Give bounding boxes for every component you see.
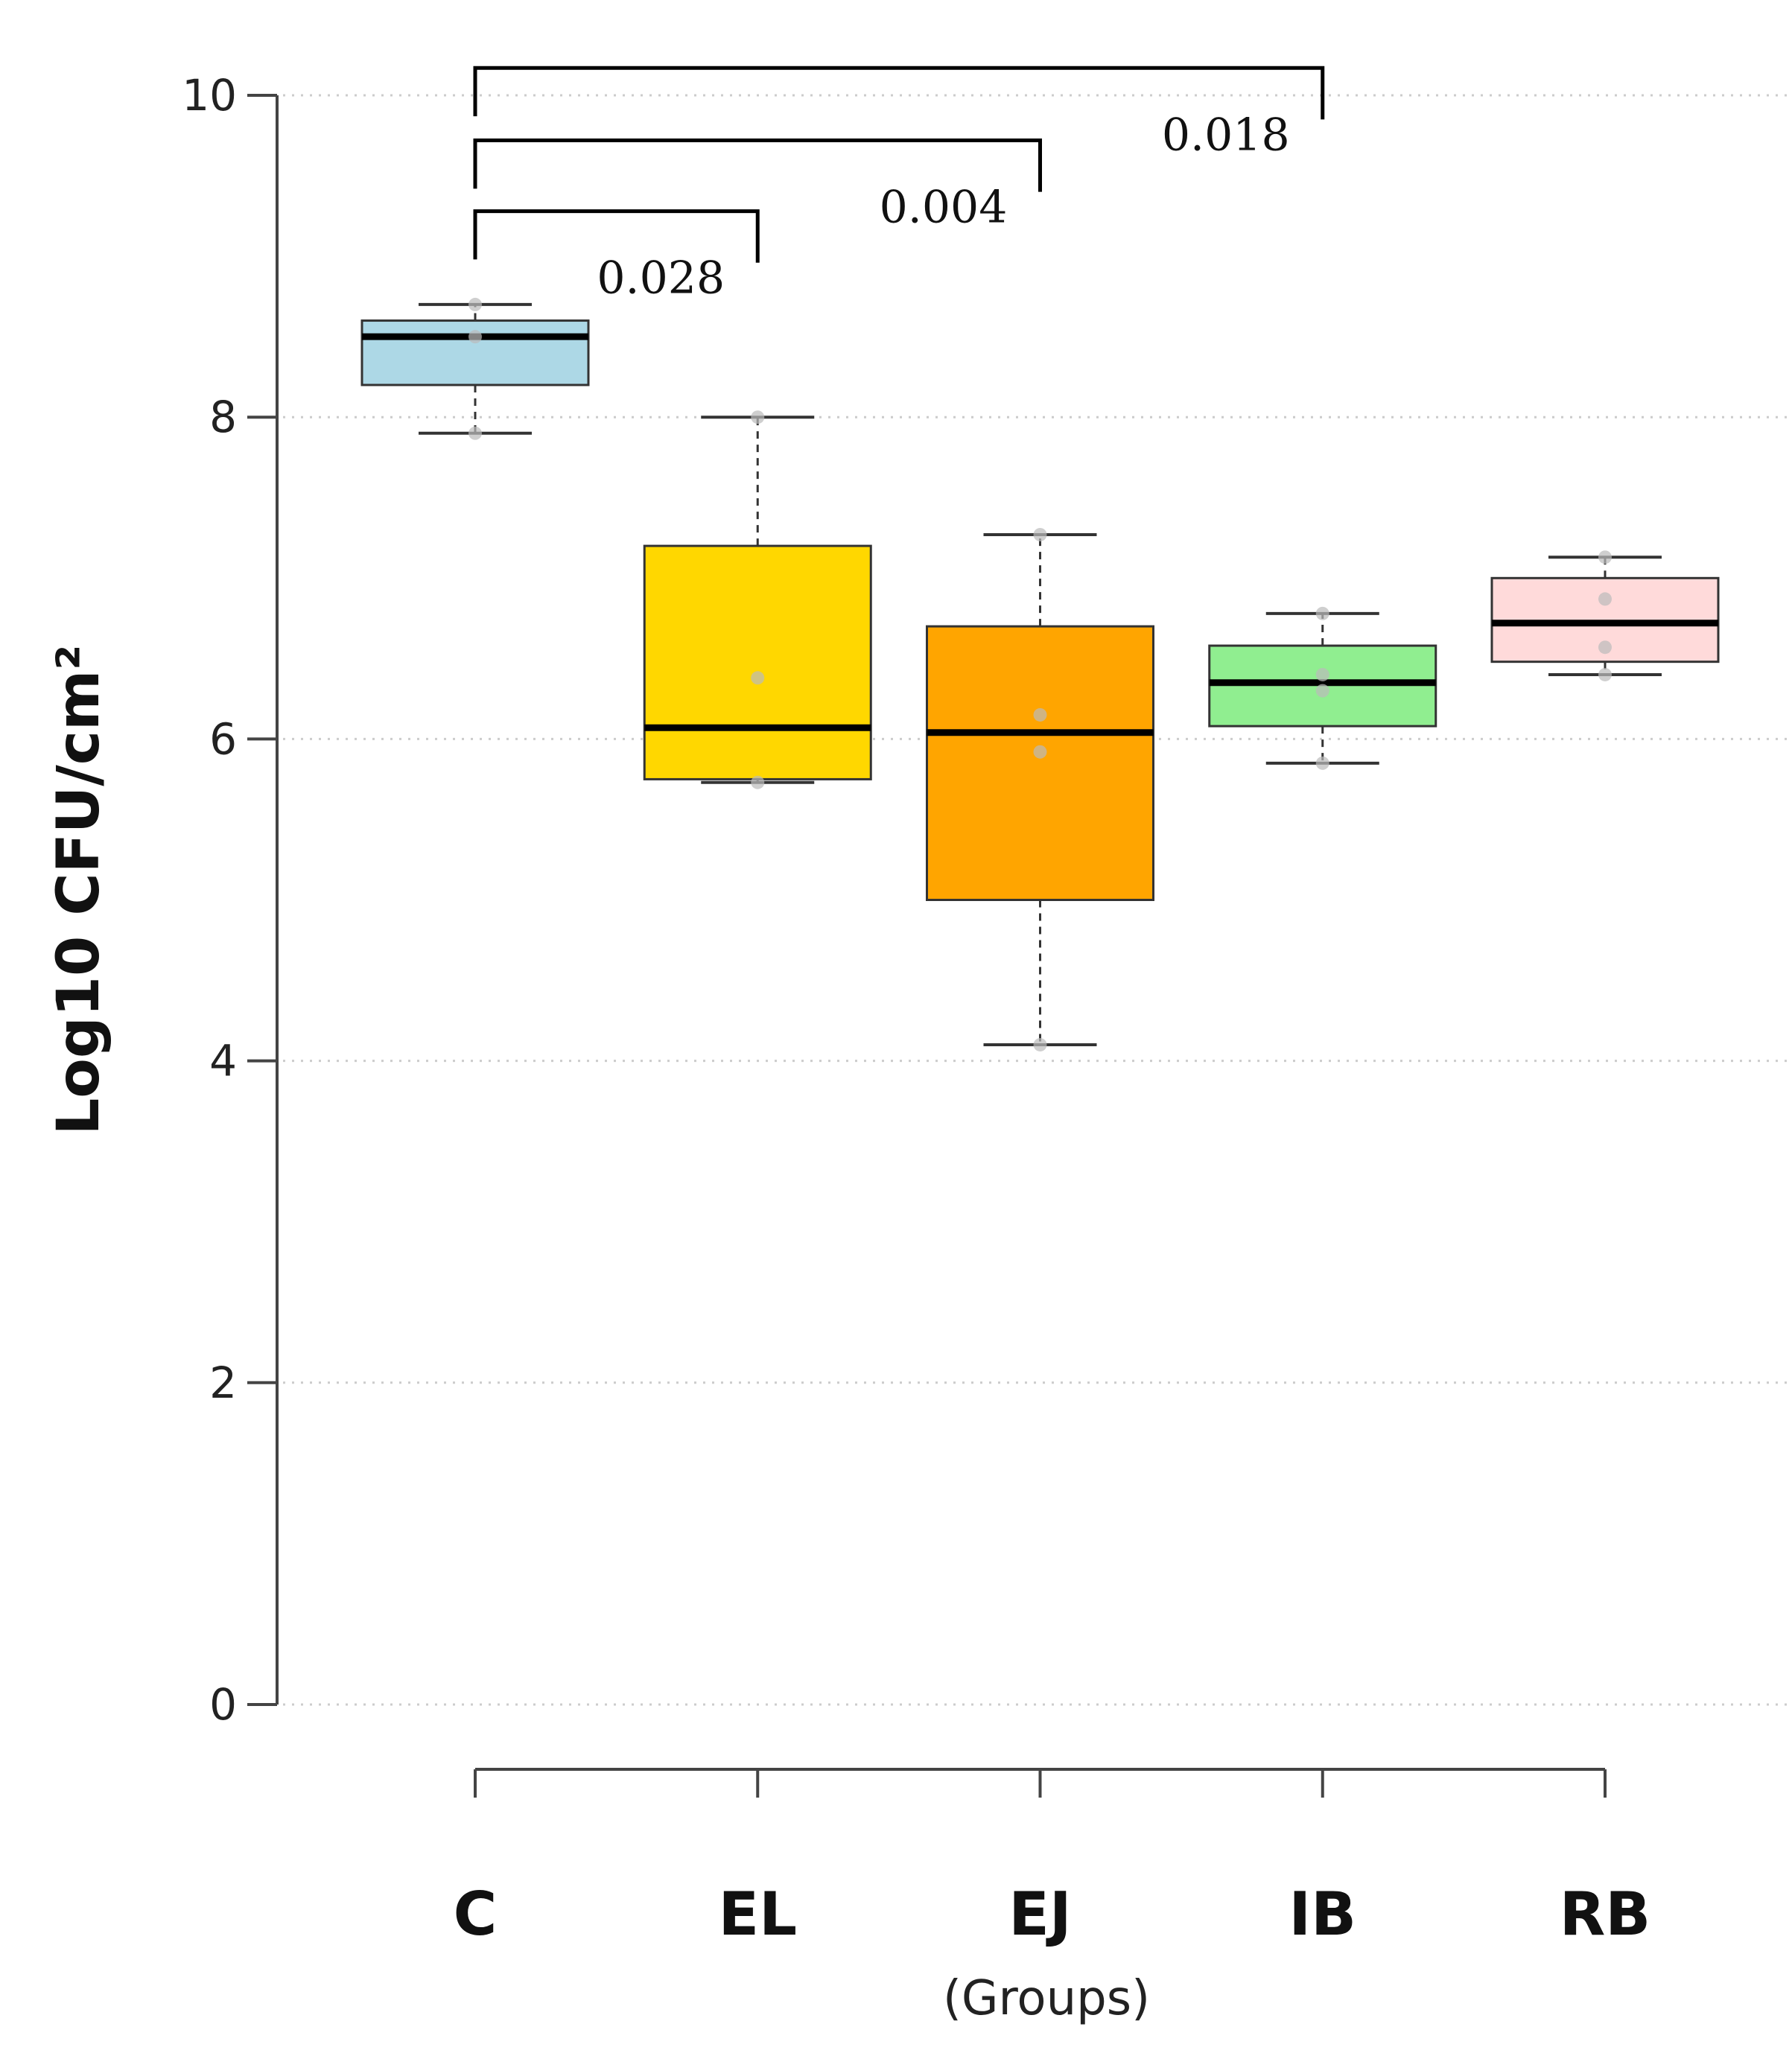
x-tick-label: EL	[718, 1880, 797, 1949]
data-point	[468, 426, 482, 440]
data-point	[1598, 592, 1612, 606]
box-group-el	[643, 410, 872, 789]
x-ticks: C EL EJ IB RB	[454, 1769, 1651, 1949]
y-tick-label: 10	[182, 70, 237, 121]
grid-lines	[283, 94, 1792, 1706]
boxes	[360, 297, 1720, 1051]
y-tick-label: 2	[209, 1358, 237, 1408]
data-point	[751, 410, 765, 424]
y-tick-label: 6	[209, 713, 237, 764]
data-point	[1315, 667, 1329, 681]
box-iqr	[643, 544, 872, 780]
bracket-c-ej: 0.004	[473, 139, 1042, 234]
x-tick-label: RB	[1560, 1880, 1651, 1949]
box-group-ib	[1208, 606, 1437, 770]
x-tick-label: IB	[1289, 1880, 1356, 1949]
p-value-label: 0.004	[880, 182, 1008, 234]
data-point	[1033, 527, 1047, 541]
y-axis-title: Log10 CFU/cm²	[45, 645, 112, 1136]
data-point	[751, 671, 765, 685]
data-point	[1598, 667, 1612, 681]
data-point	[468, 330, 482, 344]
data-point	[1315, 756, 1329, 770]
data-point	[468, 297, 482, 311]
bracket-c-el: 0.028	[473, 209, 760, 305]
bracket-line	[473, 66, 1325, 120]
bracket-c-ib: 0.018	[473, 66, 1325, 161]
x-tick-label: EJ	[1008, 1880, 1071, 1949]
x-axis-title: (Groups)	[943, 1971, 1150, 2026]
data-point	[1598, 550, 1612, 564]
y-tick-label: 8	[209, 392, 237, 442]
box-group-rb	[1490, 550, 1720, 681]
data-point	[1315, 606, 1329, 620]
box-group-c	[360, 297, 590, 440]
data-point	[1033, 707, 1047, 722]
data-point	[1033, 1037, 1047, 1051]
significance-brackets: 0.028 0.004 0.018	[473, 66, 1325, 305]
y-ticks: 0 2 4 6 8 10	[182, 70, 277, 1730]
bracket-line	[473, 139, 1042, 192]
data-point	[1598, 640, 1612, 655]
data-point	[751, 775, 765, 789]
data-point	[1315, 684, 1329, 698]
bracket-line	[473, 209, 760, 263]
x-tick-label: C	[454, 1880, 498, 1949]
p-value-label: 0.028	[597, 252, 725, 305]
box-iqr	[360, 319, 590, 386]
data-point	[1033, 745, 1047, 759]
box-group-ej	[926, 527, 1154, 1051]
p-value-label: 0.018	[1162, 109, 1290, 161]
y-tick-label: 0	[209, 1679, 237, 1730]
y-tick-label: 4	[209, 1036, 237, 1086]
box-iqr	[926, 625, 1154, 901]
